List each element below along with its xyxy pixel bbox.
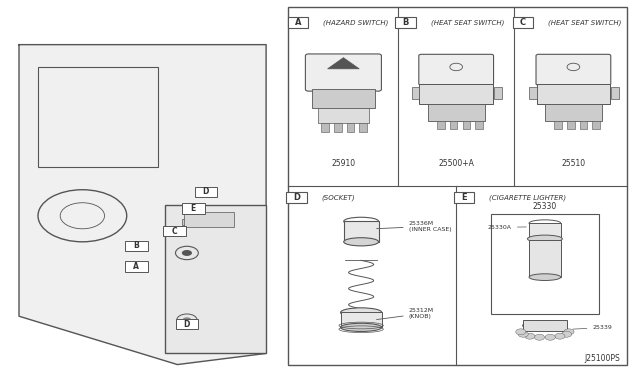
Text: (SOCKET): (SOCKET) [322, 194, 355, 201]
Bar [494, 87, 502, 99]
Bar [580, 121, 588, 129]
Polygon shape [164, 205, 266, 353]
Text: D: D [184, 320, 190, 328]
Text: (HEAT SEAT SWITCH): (HEAT SEAT SWITCH) [548, 19, 621, 26]
Ellipse shape [527, 235, 563, 243]
Bar [287, 17, 308, 28]
Bar [334, 123, 342, 132]
Text: 25910: 25910 [332, 159, 355, 168]
Bar [529, 240, 561, 277]
Circle shape [182, 317, 191, 323]
Circle shape [555, 333, 565, 339]
Bar [340, 312, 381, 327]
Bar [344, 221, 379, 242]
Bar [475, 121, 483, 129]
Ellipse shape [529, 274, 561, 280]
Bar [195, 219, 211, 225]
FancyBboxPatch shape [536, 54, 611, 85]
Circle shape [545, 334, 556, 340]
Bar [593, 121, 600, 129]
Circle shape [534, 334, 545, 340]
Ellipse shape [344, 238, 379, 246]
Text: D: D [293, 193, 300, 202]
Text: B: B [403, 18, 409, 27]
Ellipse shape [340, 323, 381, 331]
Bar [182, 203, 205, 214]
Bar [537, 84, 610, 104]
Circle shape [516, 329, 526, 335]
Bar [125, 261, 148, 272]
Text: (HEAT SEAT SWITCH): (HEAT SEAT SWITCH) [431, 19, 504, 26]
Bar [611, 87, 619, 99]
Bar [286, 192, 307, 203]
Text: 25330A: 25330A [488, 225, 526, 230]
Bar [428, 104, 484, 121]
Text: C: C [172, 227, 177, 235]
Bar [529, 223, 561, 238]
Bar [312, 89, 375, 108]
Bar [523, 320, 567, 331]
Bar [175, 319, 198, 329]
Circle shape [518, 331, 528, 337]
Bar [321, 123, 329, 132]
Bar [163, 226, 186, 236]
Text: 25500+A: 25500+A [438, 159, 474, 168]
Text: J25100PS: J25100PS [584, 354, 620, 363]
Bar [437, 121, 445, 129]
Bar [554, 121, 562, 129]
Bar [396, 17, 415, 28]
Text: E: E [191, 204, 196, 213]
Polygon shape [328, 58, 359, 69]
Text: E: E [461, 193, 467, 202]
Polygon shape [19, 45, 266, 365]
Text: C: C [520, 18, 526, 27]
Text: B: B [133, 241, 139, 250]
Bar [412, 87, 419, 99]
Bar [463, 121, 470, 129]
Bar [529, 87, 537, 99]
Text: (CIGARETTE LIGHTER): (CIGARETTE LIGHTER) [489, 194, 566, 201]
Bar [567, 121, 575, 129]
Bar [182, 219, 198, 225]
Bar [419, 84, 493, 104]
Bar [491, 214, 599, 314]
Text: A: A [133, 262, 139, 271]
Text: 25510: 25510 [561, 159, 586, 168]
Bar [125, 241, 148, 251]
Bar [347, 123, 354, 132]
Text: 25312M
(KNOB): 25312M (KNOB) [376, 308, 434, 320]
Bar [513, 17, 533, 28]
Circle shape [182, 250, 192, 256]
Bar [454, 192, 474, 203]
Ellipse shape [340, 308, 381, 317]
Bar [359, 123, 367, 132]
Text: A: A [294, 18, 301, 27]
Circle shape [561, 331, 572, 337]
Bar [288, 7, 627, 365]
Bar [195, 187, 218, 197]
Bar [184, 212, 234, 227]
Text: (HAZARD SWITCH): (HAZARD SWITCH) [323, 19, 388, 26]
Text: 25330: 25330 [532, 202, 557, 211]
Text: 25336M
(INNER CASE): 25336M (INNER CASE) [376, 221, 451, 232]
Text: 25339: 25339 [573, 325, 612, 330]
Circle shape [564, 329, 574, 335]
Bar [450, 121, 458, 129]
FancyBboxPatch shape [419, 54, 493, 85]
FancyBboxPatch shape [305, 54, 381, 91]
Text: D: D [203, 187, 209, 196]
Circle shape [525, 333, 535, 339]
Bar [545, 104, 602, 121]
Bar [318, 108, 369, 123]
